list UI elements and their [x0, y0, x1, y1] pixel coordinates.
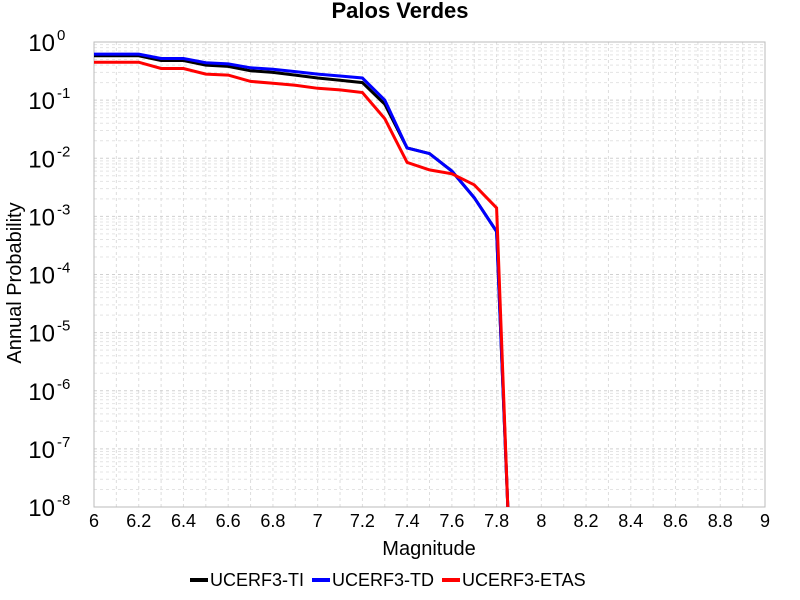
x-tick-label: 7.2: [350, 511, 375, 531]
y-tick-exponent: -7: [57, 434, 70, 451]
y-tick-base: 10: [28, 204, 55, 231]
y-tick-exponent: -5: [57, 318, 70, 335]
y-tick-label: 10 -8: [28, 492, 70, 522]
x-tick-label: 7: [313, 511, 323, 531]
y-tick-base: 10: [28, 88, 55, 115]
y-tick-label: 10 -2: [28, 143, 70, 173]
legend-item: UCERF3-TD: [312, 570, 434, 590]
chart-title: Palos Verdes: [332, 0, 469, 23]
x-tick-label: 6.4: [171, 511, 196, 531]
x-tick-label: 8.6: [663, 511, 688, 531]
x-axis-label: Magnitude: [382, 538, 475, 560]
y-tick-exponent: -2: [57, 143, 70, 160]
legend-label: UCERF3-TI: [210, 570, 304, 590]
y-tick-exponent: -3: [57, 201, 70, 218]
x-tick-label: 6.8: [260, 511, 285, 531]
legend: UCERF3-TI UCERF3-TD UCERF3-ETAS: [190, 570, 586, 590]
x-tick-label: 8.8: [708, 511, 733, 531]
x-tick-label: 6.6: [216, 511, 241, 531]
y-tick-label: 10 -1: [28, 85, 70, 115]
x-tick-label: 9: [760, 511, 770, 531]
y-tick-exponent: -6: [57, 376, 70, 393]
y-tick-base: 10: [28, 263, 55, 290]
y-tick-base: 10: [28, 146, 55, 173]
legend-label: UCERF3-TD: [332, 570, 434, 590]
y-tick-exponent: -8: [57, 492, 70, 509]
x-tick-label: 6: [89, 511, 99, 531]
x-tick-label: 8.2: [574, 511, 599, 531]
x-tick-label: 6.2: [126, 511, 151, 531]
series-line-ucerf3-etas: [94, 60, 510, 508]
grid: [93, 42, 766, 508]
x-tick-label: 7.8: [484, 511, 509, 531]
y-tick-label: 10 -3: [28, 201, 70, 231]
y-tick-exponent: -1: [57, 85, 70, 102]
series-lines: [94, 52, 510, 508]
x-tick-label: 7.6: [439, 511, 464, 531]
x-tick-label: 8: [536, 511, 546, 531]
x-tick-label: 8.4: [618, 511, 643, 531]
legend-item: UCERF3-ETAS: [442, 570, 586, 590]
y-tick-label: 10 -4: [28, 260, 70, 290]
y-tick-label: 10 -7: [28, 434, 70, 464]
series-line-ucerf3-td: [94, 52, 510, 508]
y-tick-base: 10: [28, 379, 55, 406]
y-tick-exponent: 0: [57, 27, 65, 44]
legend-item: UCERF3-TI: [190, 570, 304, 590]
y-tick-base: 10: [28, 30, 55, 57]
y-axis-label: Annual Probability: [4, 202, 26, 363]
x-tick-label: 7.4: [395, 511, 420, 531]
plot-frame: [93, 41, 766, 508]
y-tick-base: 10: [28, 321, 55, 348]
y-tick-label: 10 -5: [28, 318, 70, 348]
y-tick-exponent: -4: [57, 260, 70, 277]
legend-label: UCERF3-ETAS: [462, 570, 586, 590]
y-tick-label: 10 0: [28, 27, 65, 57]
y-tick-label: 10 -6: [28, 376, 70, 406]
y-tick-base: 10: [28, 495, 55, 522]
y-tick-base: 10: [28, 437, 55, 464]
x-tick-labels: 6 6.2 6.4 6.6 6.8 7 7.2 7.4 7.6 7.8 8 8.2 8.4 8.6 8.8 9: [89, 511, 770, 531]
